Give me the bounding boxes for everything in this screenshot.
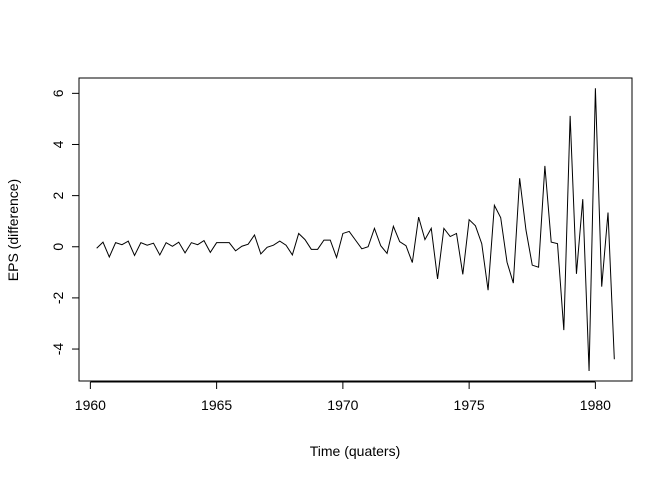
x-tick-label: 1975: [454, 397, 485, 413]
x-tick-label: 1965: [201, 397, 232, 413]
y-tick-label: -4: [50, 343, 66, 356]
y-tick-label: 2: [50, 192, 66, 200]
plot-frame: [78, 77, 633, 382]
y-axis: -4 -2 0 2 4 6: [50, 89, 80, 356]
y-tick-label: -2: [50, 291, 66, 304]
x-tick-label: 1980: [580, 397, 611, 413]
x-axis-title: Time (quaters): [310, 443, 401, 459]
x-axis: 1960 1965 1970 1975 1980: [75, 381, 611, 413]
y-tick-label: 4: [50, 140, 66, 148]
y-tick-label: 6: [50, 89, 66, 97]
series-layer: [96, 88, 615, 372]
y-tick-label: 0: [50, 243, 66, 251]
series-line-0: [96, 88, 615, 372]
x-tick-label: 1970: [327, 397, 358, 413]
y-axis-title: EPS (difference): [5, 179, 21, 281]
x-tick-label: 1960: [75, 397, 106, 413]
